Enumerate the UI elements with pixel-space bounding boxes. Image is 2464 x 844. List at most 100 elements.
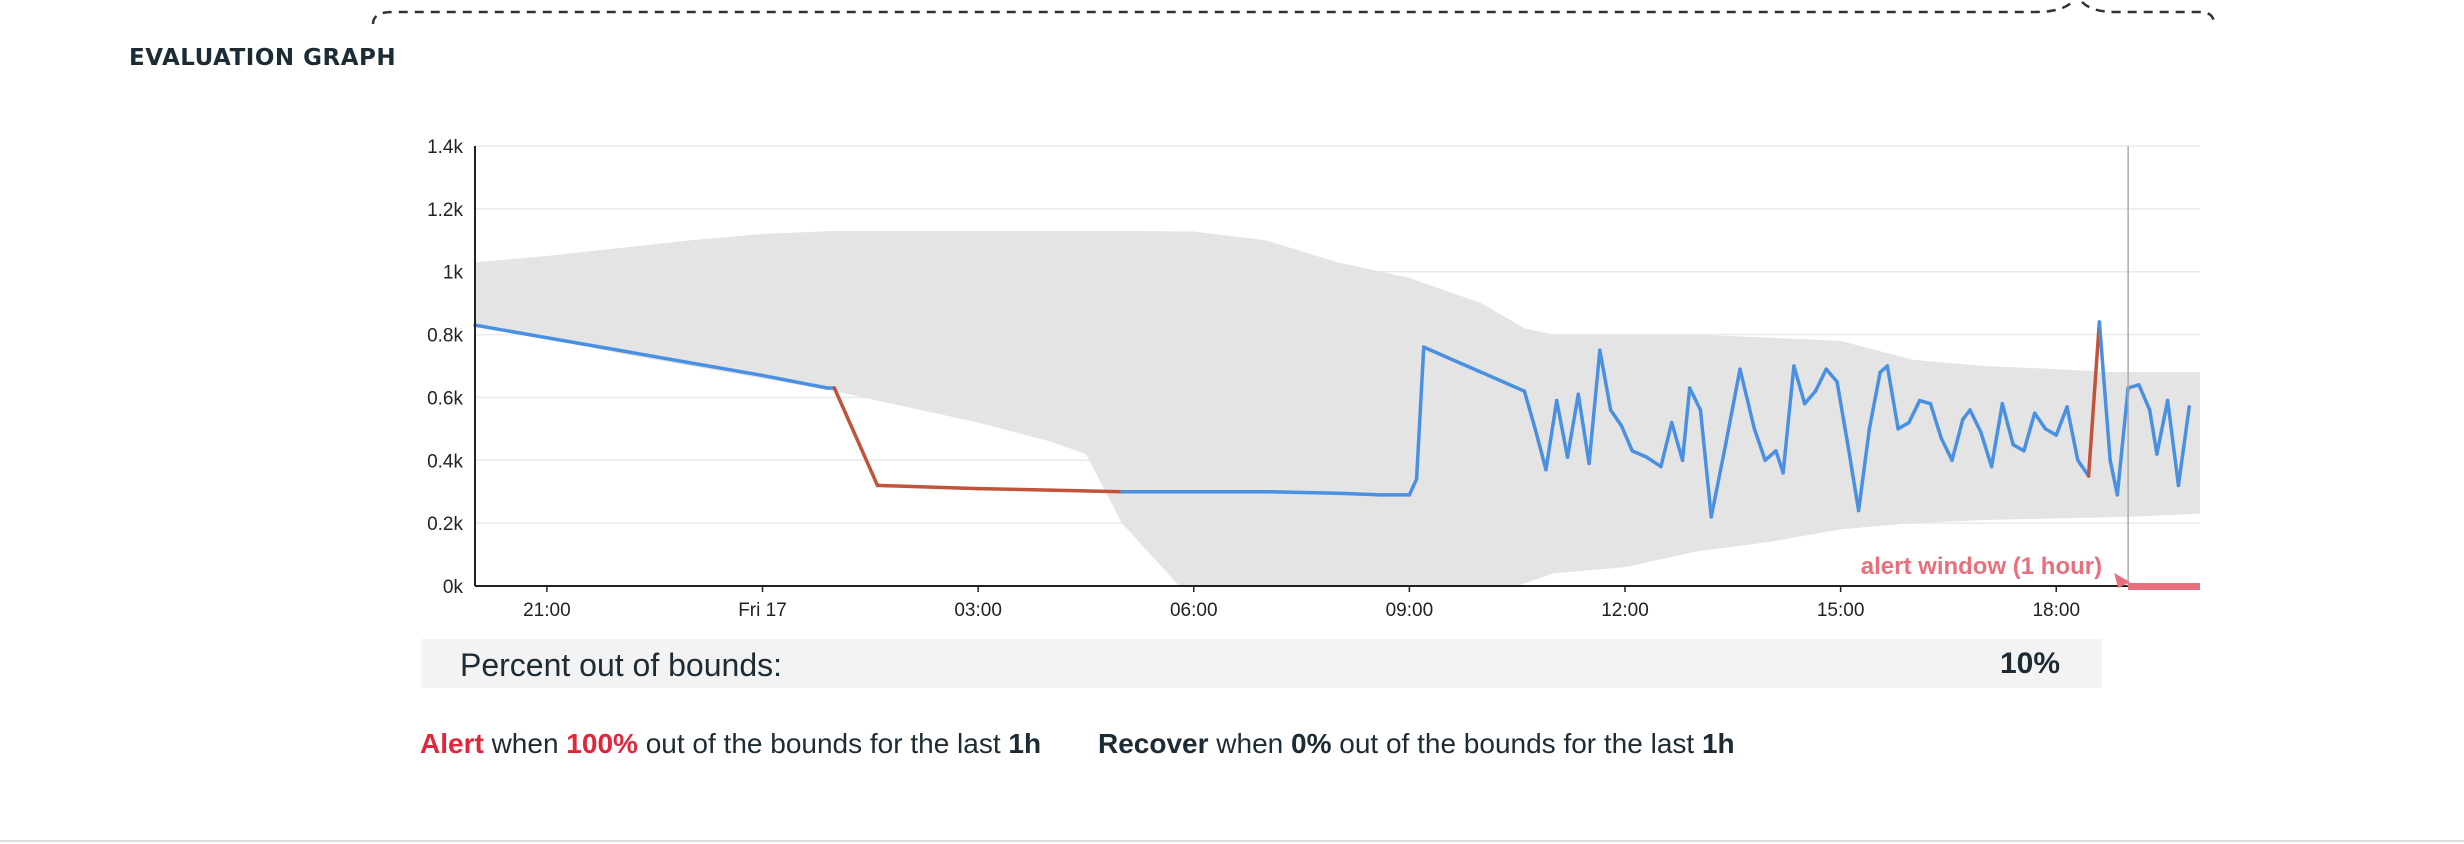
bottom-divider (0, 840, 2464, 842)
metric-segment (1723, 367, 1742, 447)
metric-segment (2176, 405, 2191, 488)
metric-segment (1263, 489, 1340, 496)
metric-segment (1763, 449, 1778, 463)
metric-segment (1989, 401, 2005, 469)
series-layer (473, 320, 2191, 519)
out-of-bounds-segment (2086, 320, 2102, 478)
alert-window-label: alert window (1 hour) (1861, 553, 2102, 580)
out-of-bounds-segment (832, 386, 880, 488)
alert-condition: Alert when 100% out of the bounds for th… (420, 728, 1041, 760)
metric-segment (2137, 383, 2152, 412)
metric-segment (1335, 491, 1383, 497)
metric-segment (2108, 458, 2120, 497)
metric-segment (2022, 411, 2037, 453)
y-tick-label: 0.4k (427, 451, 463, 472)
metric-segment (1896, 420, 1911, 431)
evaluation-chart: 0k 0.2k 0.4k 0.6k 0.8k 1k 1.2k 1.4k 21:00 Fri 17 0… (427, 137, 2200, 621)
metric-segment (1907, 398, 1922, 425)
percent-out-of-bounds-label: Percent out of bounds: (460, 647, 782, 683)
metric-segment (1680, 386, 1692, 463)
metric-segment (2065, 405, 2080, 463)
alert-rest: out of the bounds for the last (645, 728, 1001, 759)
metric-segment (1522, 389, 1537, 431)
metric-segment (1450, 357, 1483, 375)
metric-segment (1644, 455, 1663, 469)
x-tick-label: 18:00 (2032, 600, 2080, 621)
metric-segment (1698, 408, 1713, 519)
bounds-band-layer (475, 230, 2200, 586)
x-tick-label: 06:00 (1170, 600, 1218, 621)
metric-segment (2097, 320, 2112, 463)
metric-segment (1968, 408, 1983, 434)
metric-segment (473, 323, 549, 340)
metric-segment (2076, 458, 2091, 478)
y-tick-label: 1.2k (427, 200, 463, 221)
metric-segment (1885, 364, 1900, 431)
top-bracket-decoration (371, 1, 2216, 25)
metric-segment (2165, 398, 2181, 488)
metric-segment (545, 335, 621, 353)
y-tick-label: 0.2k (427, 514, 463, 535)
y-tick-label: 0k (443, 577, 464, 598)
metric-segment (1554, 398, 1570, 459)
alert-window-arrow (2114, 573, 2131, 588)
x-tick-label: 03:00 (954, 600, 1002, 621)
metric-segment (1856, 427, 1872, 513)
x-tick-label: 15:00 (1817, 600, 1865, 621)
recover-threshold: 0% (1291, 728, 1332, 759)
metric-segment (1846, 442, 1861, 513)
y-tick-label: 1.4k (427, 137, 463, 158)
alert-window-layer: alert window (1 hour) (1861, 146, 2200, 590)
alert-when: when (491, 728, 559, 759)
metric-segment (1950, 417, 1965, 463)
metric-segment (2115, 386, 2130, 497)
metric-segment (1533, 427, 1548, 472)
metric-segment (1738, 367, 1757, 431)
metric-segment (1479, 370, 1527, 393)
axis-layer: 0k 0.2k 0.4k 0.6k 0.8k 1k 1.2k 1.4k 21:00 Fri 17 0… (427, 137, 2200, 621)
metric-segment (2000, 401, 2015, 447)
recover-word: Recover (1098, 728, 1209, 759)
y-tick-label: 1k (443, 263, 464, 284)
metric-segment (1824, 367, 1839, 384)
x-tick-label: Fri 17 (738, 600, 787, 621)
metric-segment (2126, 383, 2141, 390)
recover-window-duration: 1h (1701, 728, 1735, 759)
metric-segment (2032, 411, 2048, 431)
metric-segment (760, 373, 829, 390)
metric-segment (2011, 442, 2026, 453)
alert-window-duration: 1h (1008, 728, 1042, 759)
out-of-bounds-segment (875, 483, 980, 491)
y-tick-label: 0.8k (427, 326, 463, 347)
metric-segment (1939, 436, 1954, 463)
metric-segment (1544, 398, 1559, 472)
metric-segment (1835, 379, 1850, 447)
metric-segment (1565, 392, 1581, 459)
metric-segment (1752, 427, 1767, 463)
recover-when: when (1216, 728, 1284, 759)
metric-segment (1407, 477, 1419, 497)
out-of-bounds-segment (976, 486, 1052, 492)
metric-segment (2147, 408, 2159, 456)
metric-segment (1781, 364, 1796, 475)
metric-segment (1928, 401, 1943, 441)
metric-segment (617, 348, 693, 365)
alert-window-bar (2128, 583, 2200, 590)
metric-segment (1608, 408, 1624, 428)
percent-out-of-bounds-bar: Percent out of bounds: 10% (421, 639, 2102, 688)
metric-segment (1414, 345, 1426, 481)
metric-segment (1619, 423, 1634, 453)
bounds-band (475, 230, 2200, 586)
alert-word: Alert (420, 728, 484, 759)
metric-segment (1867, 370, 1882, 431)
metric-segment (1917, 398, 1933, 406)
percent-out-of-bounds-value: 10% (1999, 647, 2060, 680)
x-tick-label: 21:00 (523, 600, 571, 621)
metric-segment (1979, 430, 1994, 469)
section-title: EVALUATION GRAPH (129, 45, 397, 71)
metric-segment (1587, 348, 1602, 466)
metric-segment (688, 361, 765, 378)
recover-rest: out of the bounds for the last (1339, 728, 1695, 759)
recover-condition: Recover when 0% out of the bounds for th… (1098, 728, 1735, 760)
metric-segment (1422, 345, 1455, 362)
